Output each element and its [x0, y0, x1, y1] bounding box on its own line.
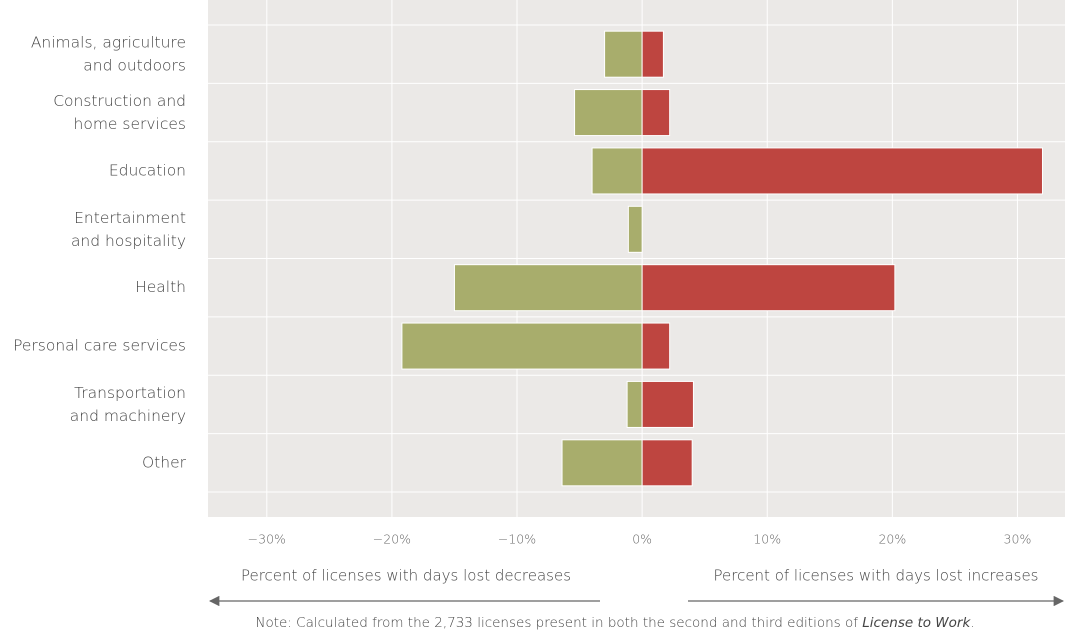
x-tick-label: −10% [498, 532, 536, 547]
x-tick-label: 10% [753, 532, 781, 547]
y-tick-label: Personal care services [13, 337, 186, 355]
bar [591, 147, 643, 195]
bar [641, 439, 693, 487]
note-italic: License to Work [862, 615, 971, 631]
bar [401, 322, 643, 370]
bar [641, 89, 671, 137]
y-tick-label: Other [142, 453, 187, 471]
note: Note: Calculated from the 2,733 licenses… [255, 615, 974, 631]
x-tick-label: −20% [373, 532, 411, 547]
bar [604, 30, 643, 78]
bar [561, 439, 643, 487]
bar [574, 89, 643, 137]
bar [641, 264, 896, 312]
bar [641, 380, 694, 428]
bar [626, 380, 643, 428]
note-end: . [970, 615, 974, 631]
bar [453, 264, 643, 312]
x-tick-label: 20% [878, 532, 906, 547]
y-tick-label: Transportation and machinery [70, 383, 186, 424]
bar [641, 322, 671, 370]
x-tick-label: 30% [1004, 532, 1032, 547]
y-tick-label: Entertainment and hospitality [71, 208, 186, 249]
bar [641, 30, 664, 78]
y-tick-label: Construction and home services [53, 92, 186, 133]
y-tick-label: Health [135, 278, 186, 296]
y-tick-label: Education [109, 161, 186, 179]
bar [641, 147, 1043, 195]
x-tick-label: 0% [632, 532, 652, 547]
series-label: Percent of licenses with days lost incre… [714, 567, 1039, 585]
bar [627, 205, 643, 253]
series-label: Percent of licenses with days lost decre… [241, 567, 571, 585]
x-tick-label: −30% [248, 532, 286, 547]
y-tick-label: Animals, agriculture and outdoors [31, 33, 186, 74]
note-text: Note: Calculated from the 2,733 licenses… [255, 615, 862, 631]
